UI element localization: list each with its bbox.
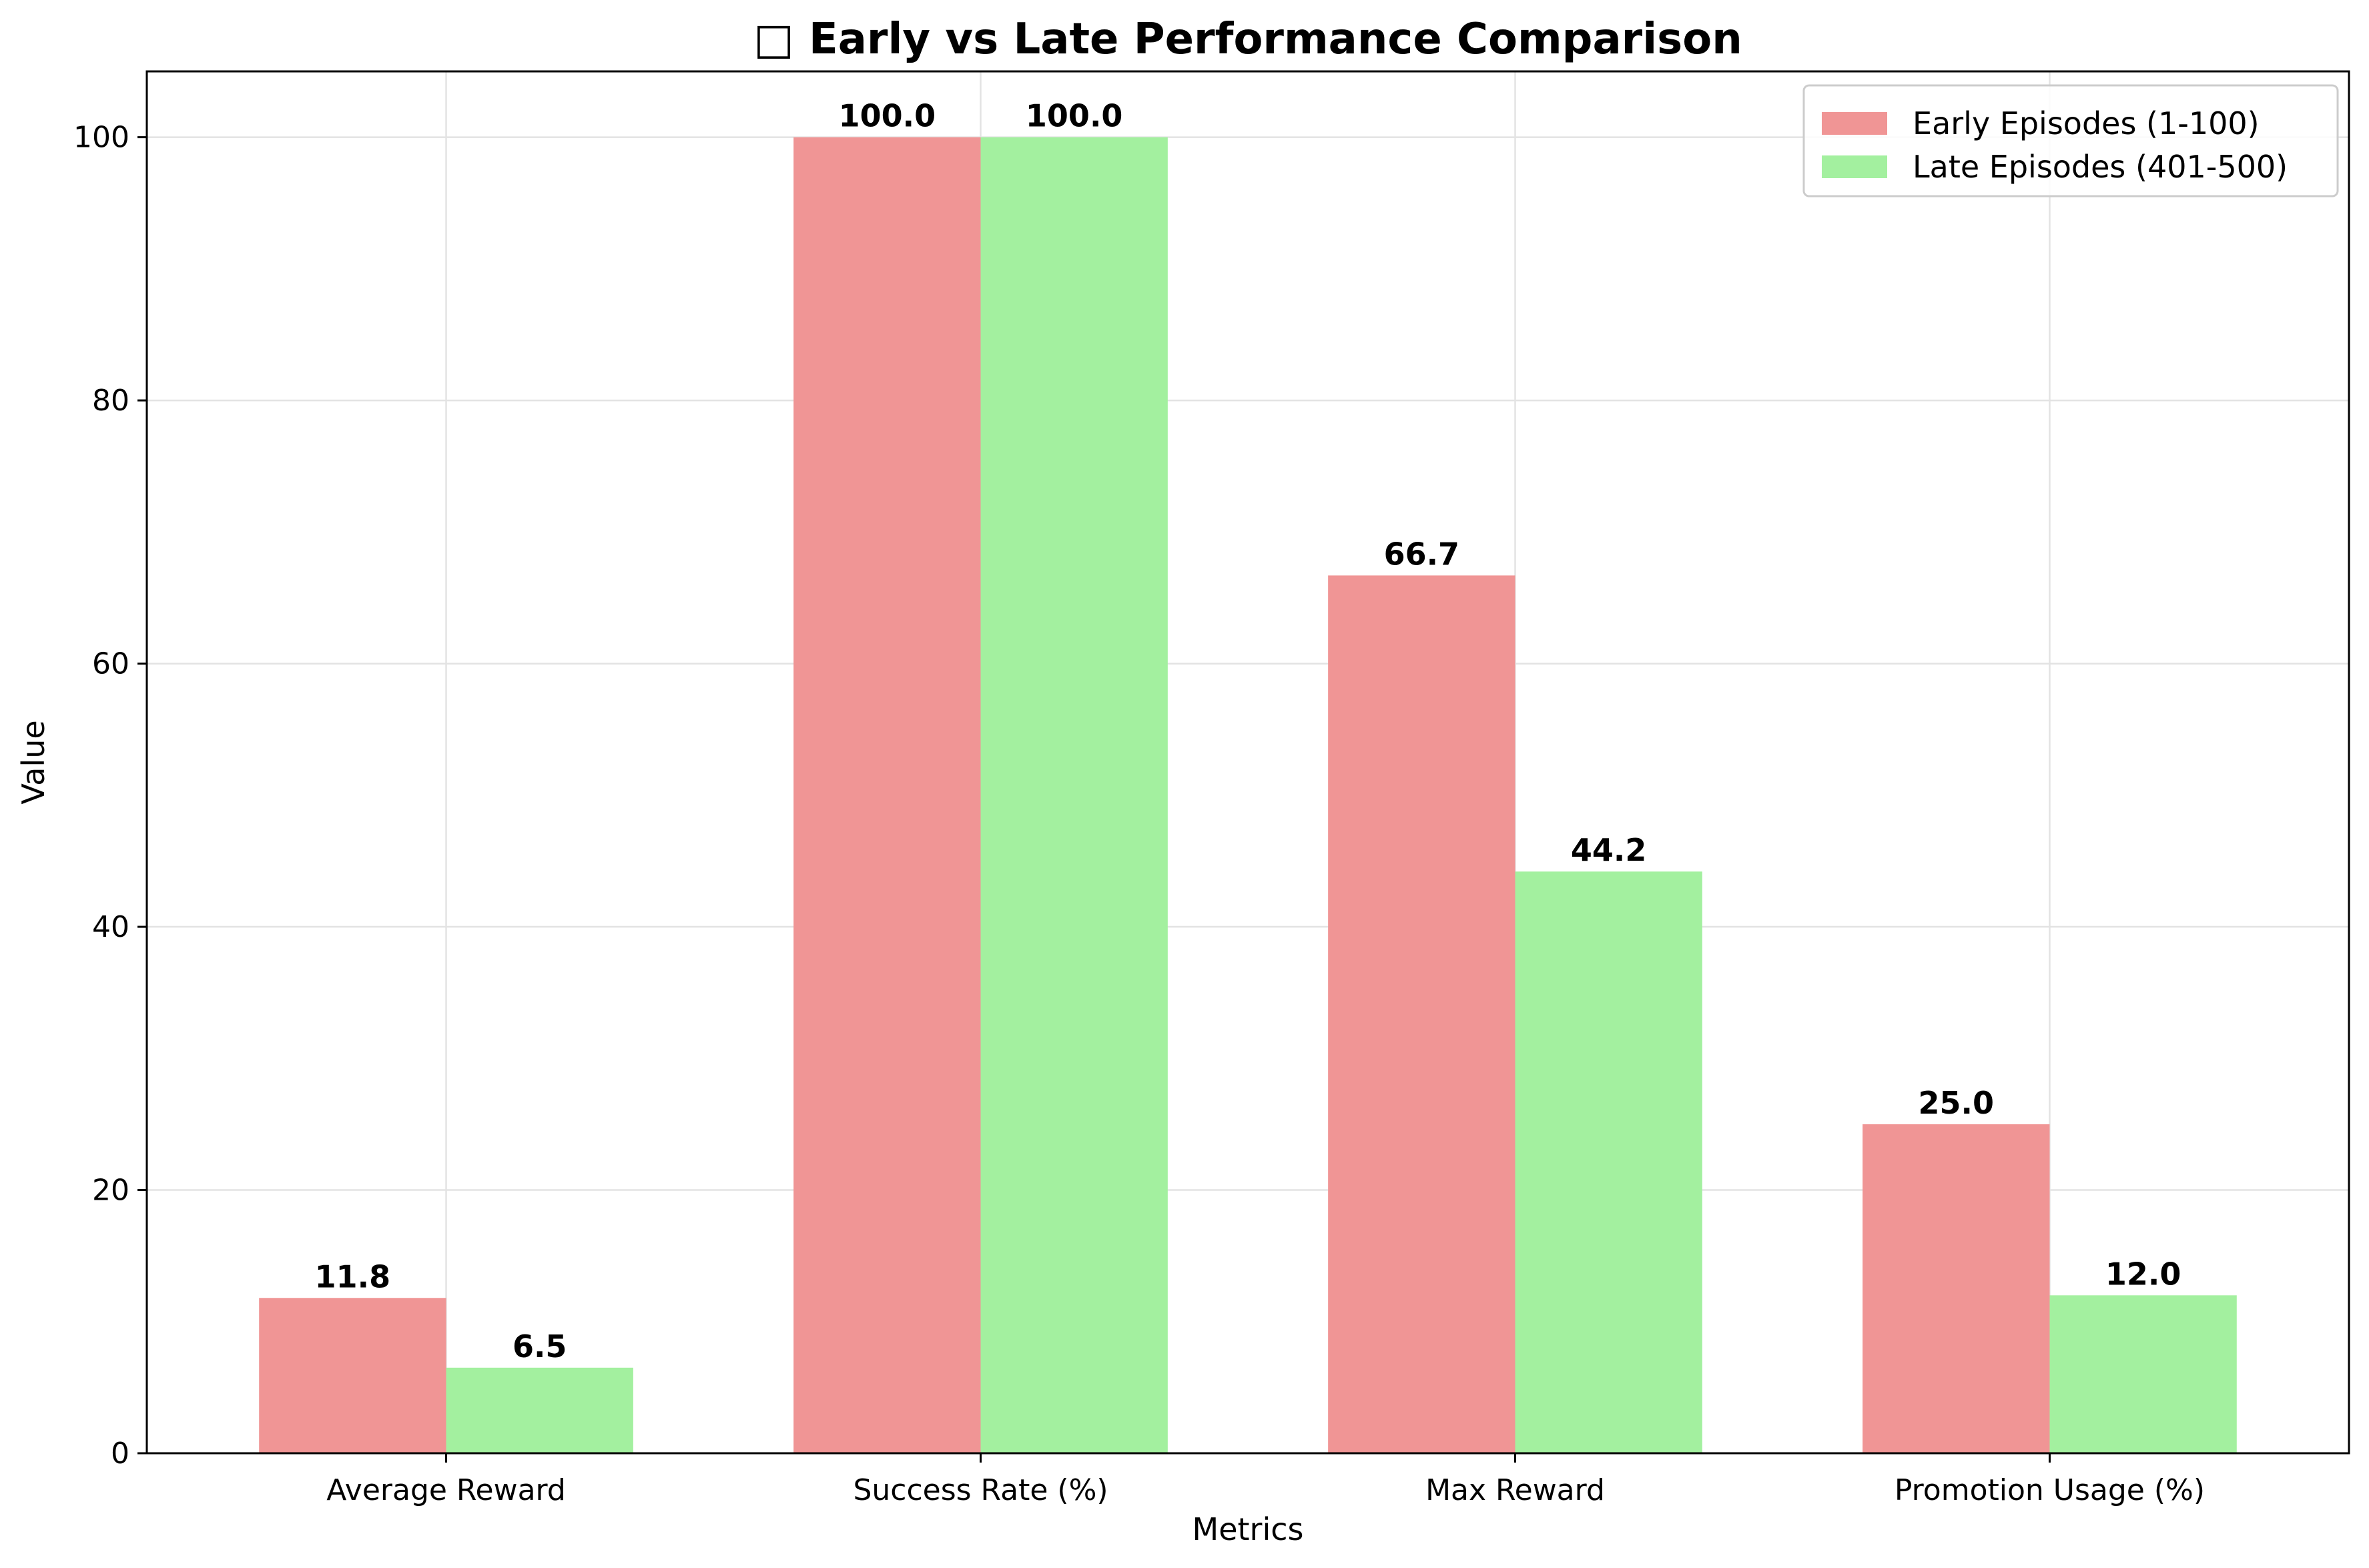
data-label-late-3: 12.0 — [2105, 1256, 2181, 1292]
data-label-early-3: 25.0 — [1919, 1085, 1995, 1121]
data-labels: 11.8 100.0 66.7 25.0 6.5 100.0 44.2 12.0 — [315, 98, 2181, 1364]
x-tick-label-3: Promotion Usage (%) — [1895, 1473, 2205, 1507]
legend-box — [1802, 84, 2339, 198]
legend-swatch-early — [1822, 112, 1887, 135]
data-label-late-0: 6.5 — [513, 1328, 567, 1364]
x-axis-ticks: Average Reward Success Rate (%) Max Reward… — [326, 1453, 2205, 1507]
bar-late-0 — [446, 1367, 633, 1453]
data-label-late-2: 44.2 — [1571, 832, 1647, 868]
bar-late-3 — [2049, 1295, 2237, 1453]
y-tick-label-4: 80 — [92, 384, 129, 418]
x-tick-label-0: Average Reward — [326, 1473, 566, 1507]
x-axis-label: Metrics — [1193, 1511, 1304, 1547]
y-axis-label: Value — [15, 720, 51, 804]
y-tick-label-3: 60 — [92, 647, 129, 681]
bar-early-0 — [259, 1298, 446, 1453]
legend-swatch-late — [1822, 155, 1887, 178]
y-tick-label-0: 0 — [111, 1437, 129, 1471]
legend: Early Episodes (1-100) Late Episodes (40… — [1802, 84, 2339, 198]
plot-frame — [145, 70, 2350, 1455]
y-tick-label-5: 100 — [73, 121, 129, 155]
y-tick-label-2: 40 — [92, 910, 129, 944]
y-axis-ticks: 0 20 40 60 80 100 — [73, 121, 147, 1471]
legend-label-early: Early Episodes (1-100) — [1913, 105, 2260, 141]
data-label-early-1: 100.0 — [839, 98, 936, 134]
x-tick-label-2: Max Reward — [1425, 1473, 1605, 1507]
bar-early-2 — [1328, 575, 1515, 1453]
x-tick-label-1: Success Rate (%) — [853, 1473, 1108, 1507]
bar-early-1 — [793, 137, 981, 1454]
legend-label-late: Late Episodes (401-500) — [1913, 149, 2288, 185]
bar-early-3 — [1863, 1124, 2050, 1453]
data-label-early-2: 66.7 — [1384, 536, 1460, 572]
bars — [259, 137, 2237, 1454]
chart-title: □ Early vs Late Performance Comparison — [753, 15, 1742, 64]
bar-late-1 — [980, 137, 1168, 1454]
y-tick-label-1: 20 — [92, 1174, 129, 1208]
data-label-early-0: 11.8 — [315, 1258, 391, 1294]
bar-late-2 — [1515, 871, 1702, 1453]
data-label-late-1: 100.0 — [1026, 98, 1123, 134]
